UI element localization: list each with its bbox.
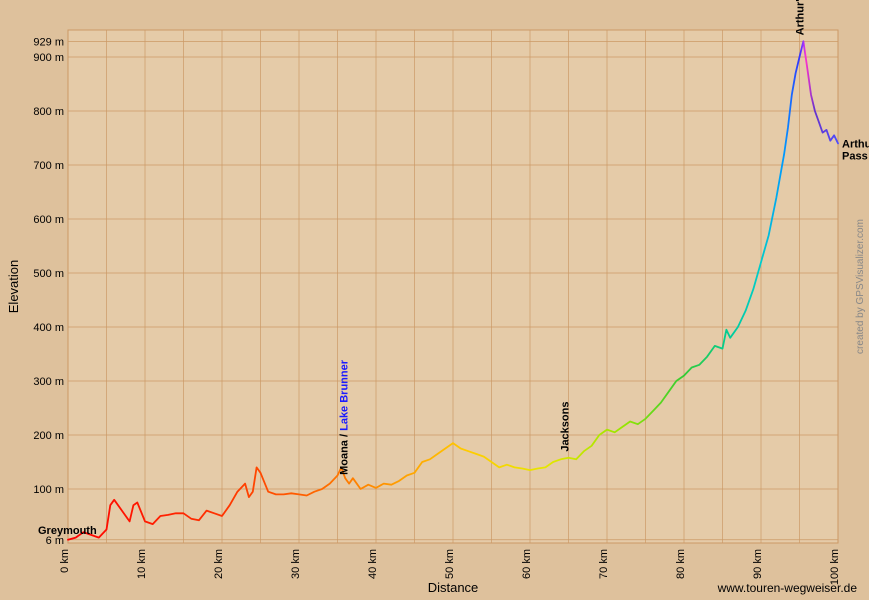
footer-link[interactable]: www.touren-wegweiser.de bbox=[717, 581, 858, 595]
x-tick-label: 20 km bbox=[213, 549, 225, 579]
x-tick-label: 50 km bbox=[444, 549, 456, 579]
y-tick-label: 600 m bbox=[33, 214, 64, 226]
x-tick-label: 10 km bbox=[136, 549, 148, 579]
x-tick-label: 70 km bbox=[598, 549, 610, 579]
waypoint-label: Moana / Lake Brunner bbox=[339, 359, 351, 475]
y-tick-label: 300 m bbox=[33, 376, 64, 388]
waypoint-label: Pass Village bbox=[842, 150, 869, 162]
x-tick-label: 30 km bbox=[290, 549, 302, 579]
waypoint-label: Arthur's Pass bbox=[794, 0, 806, 35]
y-tick-label: 500 m bbox=[33, 268, 64, 280]
x-tick-label: 40 km bbox=[367, 549, 379, 579]
x-tick-label: 60 km bbox=[521, 549, 533, 579]
waypoint-label: Jacksons bbox=[560, 402, 572, 452]
x-tick-label: 90 km bbox=[752, 549, 764, 579]
y-axis-title: Elevation bbox=[6, 260, 21, 313]
elevation-profile-chart: { "chart": { "type": "line-elevation-pro… bbox=[0, 0, 869, 600]
y-tick-label: 700 m bbox=[33, 160, 64, 172]
waypoint-label: Arthur's bbox=[842, 138, 869, 150]
x-tick-label: 0 km bbox=[59, 549, 71, 573]
waypoint-label: Greymouth bbox=[38, 525, 97, 537]
y-tick-label: 400 m bbox=[33, 322, 64, 334]
y-tick-label: 929 m bbox=[33, 36, 64, 48]
x-tick-label: 100 km bbox=[829, 549, 841, 585]
x-axis-title: Distance bbox=[428, 580, 479, 595]
y-tick-label: 900 m bbox=[33, 52, 64, 64]
chart-svg: 6 m100 m200 m300 m400 m500 m600 m700 m80… bbox=[0, 0, 869, 600]
y-tick-label: 800 m bbox=[33, 106, 64, 118]
y-tick-label: 200 m bbox=[33, 430, 64, 442]
x-tick-label: 80 km bbox=[675, 549, 687, 579]
y-tick-label: 100 m bbox=[33, 484, 64, 496]
credit-text: created by GPSVisualizer.com bbox=[855, 219, 866, 354]
